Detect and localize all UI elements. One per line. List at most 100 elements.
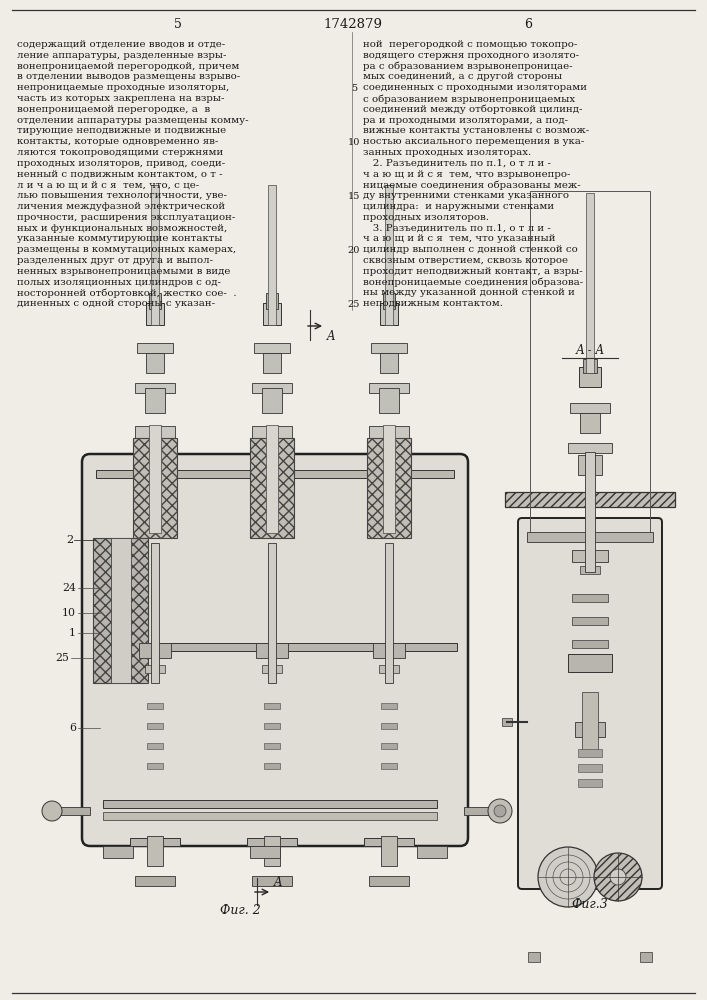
Text: цилиндра:  и наружными стенками: цилиндра: и наружными стенками (363, 202, 554, 211)
Text: лью повышения технологичности, уве-: лью повышения технологичности, уве- (17, 191, 227, 200)
Bar (264, 836, 280, 866)
Text: в отделении выводов размещены взрыво-: в отделении выводов размещены взрыво- (17, 72, 240, 81)
Bar (505, 492, 675, 507)
Text: часть из которых закреплена на взры-: часть из которых закреплена на взры- (17, 94, 225, 103)
Bar (582, 692, 598, 752)
Text: полых изоляционных цилиндров с од-: полых изоляционных цилиндров с од- (17, 278, 221, 287)
Bar (568, 443, 612, 453)
Text: диненных с одной стороны с указан-: диненных с одной стороны с указан- (17, 299, 215, 308)
Circle shape (610, 869, 626, 885)
Bar (137, 343, 173, 353)
Bar (379, 665, 399, 673)
Text: ной  перегородкой с помощью токопро-: ной перегородкой с помощью токопро- (363, 40, 578, 49)
Text: размещены в коммутационных камерах,: размещены в коммутационных камерах, (17, 245, 236, 254)
Bar (58, 807, 90, 815)
Bar (252, 426, 292, 438)
Text: ненных взрывонепроницаемыми в виде: ненных взрывонепроницаемыми в виде (17, 267, 230, 276)
Text: 5: 5 (351, 84, 357, 93)
Bar (264, 703, 280, 709)
Circle shape (594, 853, 642, 901)
Bar (263, 303, 281, 325)
Bar (385, 185, 393, 325)
Bar (147, 723, 163, 729)
Text: 1: 1 (69, 628, 76, 638)
Bar (381, 703, 397, 709)
Text: отделении аппаратуры размещены комму-: отделении аппаратуры размещены комму- (17, 116, 249, 125)
Text: ду внутренними стенками указанного: ду внутренними стенками указанного (363, 191, 569, 200)
Bar (380, 303, 398, 325)
Bar (149, 293, 161, 309)
Bar (572, 550, 608, 562)
Bar (145, 388, 165, 413)
Bar (417, 846, 447, 858)
Text: 3. Разъединитель по п.1, о т л и -: 3. Разъединитель по п.1, о т л и - (363, 224, 551, 233)
Bar (568, 654, 612, 672)
Bar (585, 452, 595, 572)
Text: 24: 24 (62, 583, 76, 593)
Bar (83, 456, 467, 466)
Bar (139, 643, 171, 658)
Bar (254, 343, 290, 353)
Bar (264, 743, 280, 749)
Text: 25: 25 (55, 653, 69, 663)
Text: ра и проходными изоляторами, а под-: ра и проходными изоляторами, а под- (363, 116, 568, 125)
Text: ны между указанной донной стенкой и: ны между указанной донной стенкой и (363, 288, 575, 297)
Text: A: A (327, 330, 336, 342)
Bar (369, 383, 409, 393)
Bar (262, 388, 282, 413)
Bar (103, 800, 437, 808)
Bar (145, 665, 165, 673)
Text: указанные коммутирующие контакты: указанные коммутирующие контакты (17, 234, 223, 243)
Bar (367, 438, 411, 538)
Text: ностью аксиального перемещения в ука-: ностью аксиального перемещения в ука- (363, 137, 585, 146)
Text: 6: 6 (524, 17, 532, 30)
Bar (379, 388, 399, 413)
Text: ляются токопроводящими стержнями: ляются токопроводящими стержнями (17, 148, 223, 157)
Bar (381, 743, 397, 749)
Bar (151, 543, 159, 683)
Text: ра с образованием взрывонепроницае-: ра с образованием взрывонепроницае- (363, 62, 573, 71)
Text: с образованием взрывонепроницаемых: с образованием взрывонепроницаемых (363, 94, 575, 104)
Bar (256, 643, 288, 658)
Bar (93, 538, 148, 683)
Text: неподвижным контактом.: неподвижным контактом. (363, 299, 503, 308)
Bar (130, 838, 180, 846)
Bar (266, 293, 278, 309)
Bar (146, 303, 164, 325)
Bar (580, 413, 600, 433)
Bar (528, 952, 540, 962)
Bar (149, 425, 161, 533)
Circle shape (488, 799, 512, 823)
Text: вонепроницаемой перегородке, а  в: вонепроницаемой перегородке, а в (17, 105, 210, 114)
Bar (572, 617, 608, 625)
Text: 5: 5 (174, 17, 182, 30)
Text: 1742879: 1742879 (324, 17, 382, 30)
Text: 20: 20 (348, 246, 360, 255)
Bar (575, 722, 605, 737)
Bar (578, 749, 602, 757)
Bar (247, 838, 297, 846)
Bar (385, 543, 393, 683)
Circle shape (42, 801, 62, 821)
Bar (373, 643, 405, 658)
Text: 15: 15 (348, 192, 360, 201)
Text: вонепроницаемые соединения образова-: вонепроницаемые соединения образова- (363, 278, 583, 287)
Bar (380, 353, 398, 373)
Bar (96, 470, 454, 478)
Text: Фиг.3: Фиг.3 (572, 898, 609, 912)
Bar (572, 640, 608, 648)
Bar (583, 359, 597, 373)
Bar (640, 952, 652, 962)
Bar (147, 703, 163, 709)
Circle shape (538, 847, 598, 907)
Text: проходных изоляторов, привод, соеди-: проходных изоляторов, привод, соеди- (17, 159, 226, 168)
Bar (103, 812, 437, 820)
Text: непроницаемые проходные изоляторы,: непроницаемые проходные изоляторы, (17, 83, 229, 92)
Bar (383, 425, 395, 533)
Bar (464, 807, 492, 815)
Text: проходных изоляторов.: проходных изоляторов. (363, 213, 489, 222)
Text: контакты, которые одновременно яв-: контакты, которые одновременно яв- (17, 137, 218, 146)
Bar (250, 438, 294, 538)
Bar (111, 538, 131, 683)
Text: носторонней отбортовкой, жестко сое-  .: носторонней отбортовкой, жестко сое- . (17, 288, 237, 298)
